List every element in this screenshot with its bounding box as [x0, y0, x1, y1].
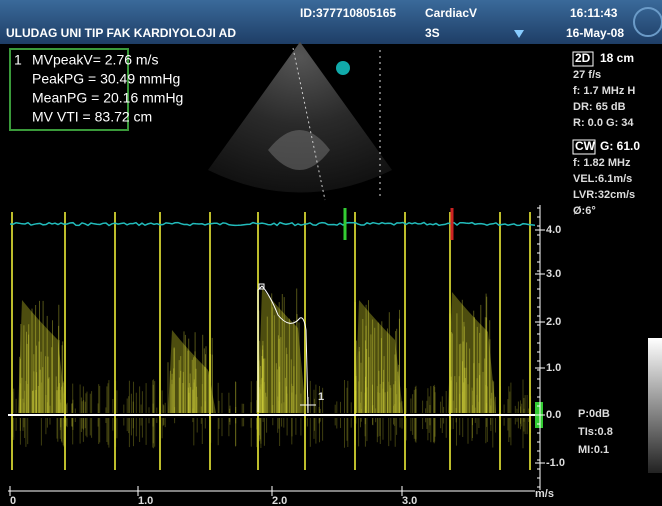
setting-power: TIs:0.8 [578, 426, 613, 438]
velocity-label: 2.0 [546, 316, 561, 328]
velocity-label: 0.0 [546, 409, 561, 421]
setting-2d: R: 0.0 G: 34 [573, 117, 634, 129]
trace-marker: 1 [318, 391, 324, 403]
mode-2d: 2D [575, 51, 591, 65]
measurement-index: 1 [14, 52, 22, 68]
preset: CardiacV [425, 6, 477, 20]
time: 16:11:43 [570, 6, 618, 20]
setting-cw: Ø:6° [573, 205, 596, 217]
measurement-line: MVpeakV= 2.76 m/s [32, 52, 158, 68]
setting-2d: 27 f/s [573, 69, 601, 81]
measurement-line: PeakPG = 30.49 mmHg [32, 71, 180, 87]
probe: 3S [425, 26, 440, 40]
velocity-label: 4.0 [546, 224, 561, 236]
setting-power: MI:0.1 [578, 444, 609, 456]
measurement-line: MV VTI = 83.72 cm [32, 109, 152, 125]
setting-cw: f: 1.82 MHz [573, 157, 631, 169]
setting-cw: LVR:32cm/s [573, 189, 635, 201]
mode-cw: CW [575, 139, 596, 153]
setting-2d: DR: 65 dB [573, 101, 626, 113]
page: ULUDAG UNI TIP FAK KARDIYOLOJI AD ID:377… [0, 0, 662, 506]
cw-gain: G: 61.0 [600, 139, 640, 153]
ultrasound-screen: ULUDAG UNI TIP FAK KARDIYOLOJI AD ID:377… [0, 0, 662, 506]
setting-cw: VEL:6.1m/s [573, 173, 632, 185]
velocity-unit: m/s [535, 488, 554, 500]
velocity-label: 1.0 [546, 362, 561, 374]
time-label: 2.0 [272, 495, 287, 506]
measurement-line: MeanPG = 20.16 mmHg [32, 90, 183, 106]
time-label: 3.0 [402, 495, 417, 506]
time-label: 1.0 [138, 495, 153, 506]
setting-power: P:0dB [578, 408, 610, 420]
institution: ULUDAG UNI TIP FAK KARDIYOLOJI AD [6, 26, 236, 40]
grey-bar [648, 338, 662, 473]
depth: 18 cm [600, 51, 634, 65]
date: 16-May-08 [566, 26, 624, 40]
patient-id: ID:377710805165 [300, 6, 396, 20]
velocity-label: -1.0 [546, 457, 565, 469]
time-label: 0 [10, 495, 16, 506]
velocity-label: 3.0 [546, 268, 561, 280]
setting-2d: f: 1.7 MHz H [573, 85, 635, 97]
probe-marker [336, 61, 350, 75]
